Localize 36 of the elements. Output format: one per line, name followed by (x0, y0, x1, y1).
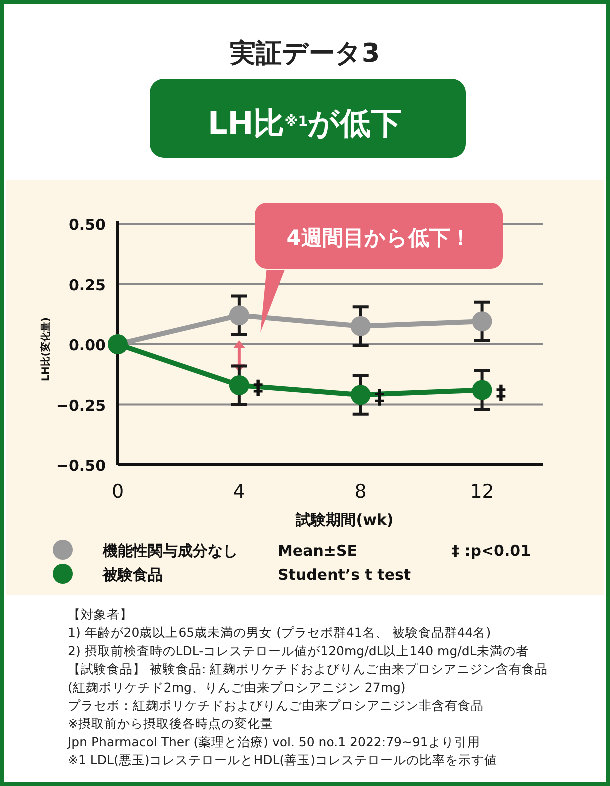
text: Mean±SE (278, 542, 358, 560)
point (229, 375, 250, 396)
x-tick-label: 4 (233, 481, 246, 503)
point (350, 385, 371, 406)
annotation: ‡ (253, 375, 264, 400)
x-tick-label: 8 (354, 481, 367, 503)
text: ※1 LDL(悪玉)コレステロールとHDL(善玉)コレステロールの比率を示す値 (68, 752, 498, 768)
point (472, 312, 492, 332)
y-tick-label: −0.50 (56, 457, 106, 475)
chart-title: 実証データ3 (228, 39, 380, 69)
text: 1) 年齢が20歳以上65歳未満の男女 (プラセボ群41名、 被験食品群44名) (68, 625, 492, 640)
text: ※摂取前から摂取後各時点の変化量 (68, 716, 274, 732)
y-tick-label: 0.00 (68, 336, 106, 354)
x-tick-label: 12 (470, 481, 494, 503)
x-axis-title: 試験期間(wk) (295, 511, 394, 529)
text: プラセボ：紅麹ポリケチドおよびりんご由来プロシアニジン非含有食品 (68, 698, 484, 713)
point (472, 380, 492, 400)
annotation: 4週間目から低下！ (286, 226, 472, 250)
x-tick-label: 0 (112, 481, 124, 503)
legend-label: 機能性関与成分なし (102, 542, 238, 560)
text: Student’s t test (278, 566, 412, 584)
text: Jpn Pharmacol Ther (薬理と治療) vol. 50 no.1 2022:79~91より引用 (67, 734, 480, 750)
y-tick-label: 0.50 (68, 216, 106, 234)
legend-label: 被験食品 (102, 566, 163, 584)
text: 2) 摂取前検査時のLDL-コレステロール値が120mg/dL以上140 mg/dL未満の者 (68, 643, 529, 658)
y-tick-label: 0.25 (68, 276, 106, 294)
text: 【試験食品】 被験食品: 紅麹ポリケチドおよびりんご由来プロシアニジン含有食品 (68, 662, 548, 677)
chart-subtitle: LH比$^{※1}$が低下 (208, 106, 402, 142)
annotation: ‡ (496, 380, 506, 404)
y-axis-title: LH比(変化量) (40, 318, 52, 382)
y-tick-label: −0.25 (56, 396, 106, 415)
point (350, 316, 371, 336)
text: 【対象者】 (68, 607, 133, 622)
text: ‡ :p<0.01 (452, 542, 532, 560)
point (229, 306, 250, 326)
text: (紅麹ポリケチド2mg、りんご由来プロシアニジン 27mg) (68, 680, 406, 695)
